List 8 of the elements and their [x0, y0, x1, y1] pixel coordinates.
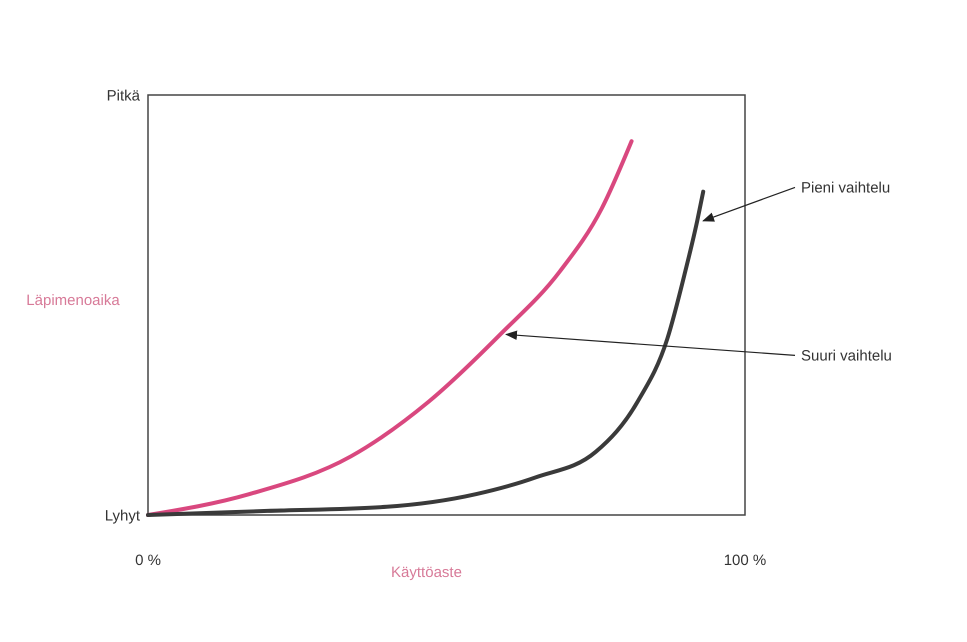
x-axis-title: Käyttöaste — [391, 564, 462, 581]
x-tick-label: 100 % — [724, 552, 766, 569]
x-tick-label: 0 % — [135, 552, 161, 569]
text: Lyhyt — [104, 507, 141, 524]
y-axis-title: Läpimenoaika — [26, 292, 120, 309]
text: Pitkä — [106, 87, 141, 104]
text: Pieni vaihtelu — [801, 180, 890, 197]
text: Suuri vaihtelu — [801, 348, 892, 365]
